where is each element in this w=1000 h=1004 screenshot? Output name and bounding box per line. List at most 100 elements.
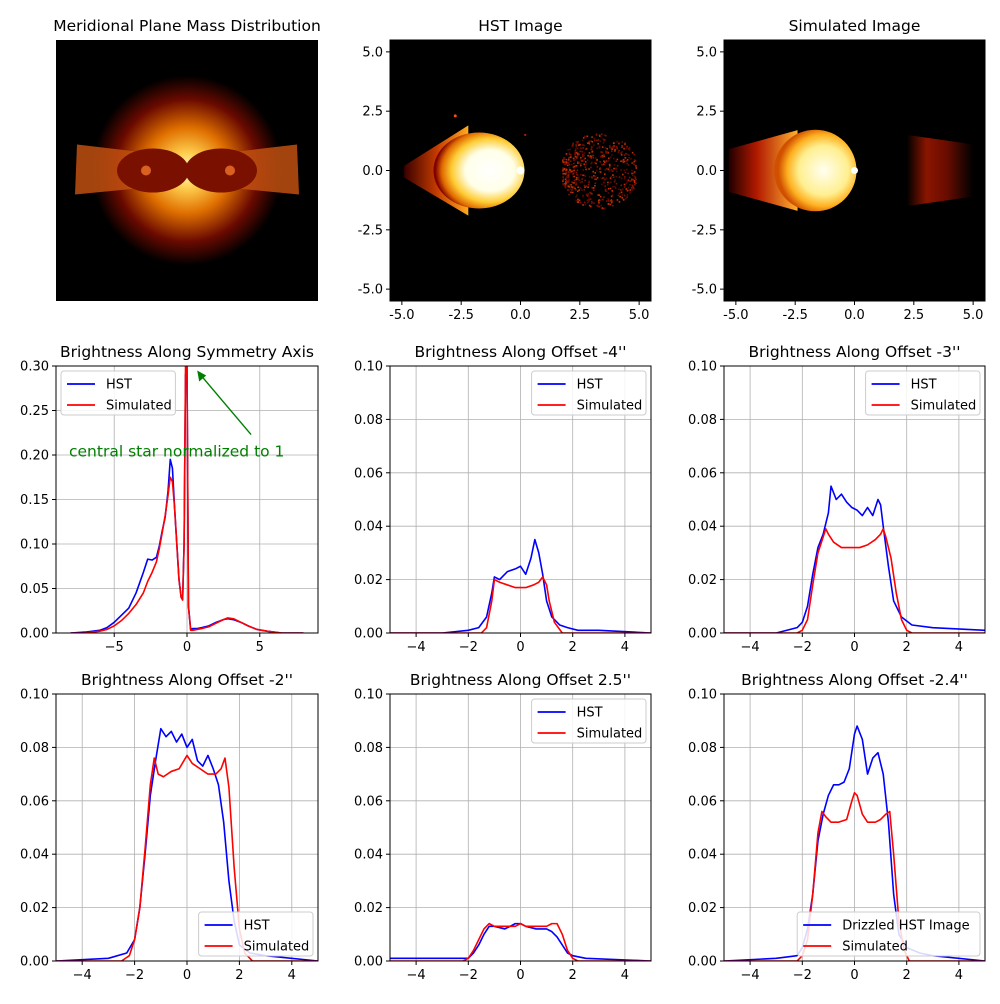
speckle: [632, 186, 634, 188]
speckle: [570, 170, 573, 173]
speckle: [591, 146, 593, 149]
speckle: [568, 153, 571, 156]
speckle: [577, 201, 580, 203]
speckle: [568, 186, 571, 188]
speckle: [613, 145, 615, 148]
speckle: [609, 203, 612, 206]
speckle: [621, 188, 624, 191]
legend: HST Simulated: [531, 370, 647, 416]
y-tick-label: 0.02: [688, 573, 717, 588]
speckle: [580, 156, 582, 159]
speckle: [584, 179, 586, 182]
speckle: [586, 135, 589, 138]
speckle: [580, 162, 583, 165]
series-group: [724, 485, 985, 633]
speckle: [616, 199, 619, 201]
panel-title: Brightness Along Offset -3'': [749, 343, 961, 361]
speckle: [582, 144, 584, 146]
legend-label: HST: [106, 378, 132, 393]
speckle: [592, 202, 594, 204]
speckle: [567, 180, 570, 182]
speckle: [621, 145, 623, 148]
x-tick-label: 0.0: [844, 308, 865, 323]
x-tick-label: 4: [621, 640, 629, 655]
speckle: [598, 170, 601, 173]
speckle: [590, 140, 593, 142]
speckle: [615, 145, 618, 148]
speckle: [569, 160, 572, 163]
speckle: [604, 188, 607, 191]
speckle: [588, 143, 591, 145]
speckle: [579, 181, 582, 184]
y-tick-label: 0.04: [354, 520, 383, 535]
speckle: [576, 173, 578, 176]
speckle: [565, 153, 568, 155]
speckle: [626, 196, 628, 198]
speckle: [600, 177, 603, 180]
speckle: [630, 179, 633, 182]
speckle: [580, 159, 582, 161]
speckle: [585, 148, 587, 151]
x-tick-label: 4: [288, 968, 296, 983]
speckle: [623, 194, 626, 197]
speckle: [596, 159, 598, 161]
speckle: [633, 163, 635, 166]
speckle: [624, 156, 627, 159]
y-tick-label: 0.04: [20, 848, 49, 863]
speckle: [592, 156, 595, 159]
x-tick-label: 2: [903, 640, 911, 655]
speckle: [590, 200, 593, 203]
speckle: [574, 149, 577, 152]
speckle: [605, 177, 608, 180]
panel-title: HST Image: [478, 17, 562, 35]
speckle: [583, 154, 586, 157]
speckle: [575, 152, 578, 154]
speckle: [621, 141, 624, 143]
speckle: [614, 168, 616, 170]
speckle: [575, 178, 578, 181]
speckle: [630, 186, 633, 189]
series-line-simulated: [390, 922, 651, 961]
speckle: [584, 157, 587, 160]
speckle: [576, 194, 578, 197]
y-tick-label: 0.10: [20, 688, 49, 703]
hst-faint-right-lobe: [562, 133, 638, 210]
speckle: [585, 185, 588, 188]
speckle: [603, 196, 605, 198]
speckle: [610, 201, 613, 204]
speckle: [602, 177, 605, 179]
x-tick-label: -2.5: [782, 308, 807, 323]
speckle: [596, 165, 599, 168]
series-group: [56, 727, 318, 961]
y-tick-label: 0.08: [354, 413, 383, 428]
speckle: [565, 163, 567, 165]
speckle: [607, 199, 610, 201]
speckle: [613, 164, 616, 166]
speckle: [616, 147, 618, 150]
right-knot: [225, 165, 235, 176]
speckle: [620, 191, 623, 194]
speckle: [571, 145, 574, 148]
x-tick-label: −4: [73, 968, 92, 983]
speckle: [591, 136, 593, 138]
speckle: [629, 189, 632, 191]
speckle: [581, 178, 584, 180]
speckle: [633, 160, 636, 163]
speckle: [575, 141, 578, 143]
speckle: [618, 192, 621, 195]
speckle: [603, 155, 605, 158]
speckle: [631, 169, 633, 172]
speckle: [566, 164, 569, 167]
speckle: [602, 198, 604, 201]
speckle: [601, 164, 603, 166]
y-tick-label: 0.00: [354, 627, 383, 642]
speckle: [603, 160, 605, 162]
legend: HST Simulated: [865, 370, 981, 416]
speckle: [629, 191, 632, 194]
speckle: [568, 152, 571, 155]
speckle: [614, 187, 617, 190]
speckle: [597, 200, 600, 202]
panel-title: Brightness Along Offset 2.5'': [410, 671, 631, 689]
speckle: [612, 204, 614, 207]
speckle: [593, 137, 595, 140]
